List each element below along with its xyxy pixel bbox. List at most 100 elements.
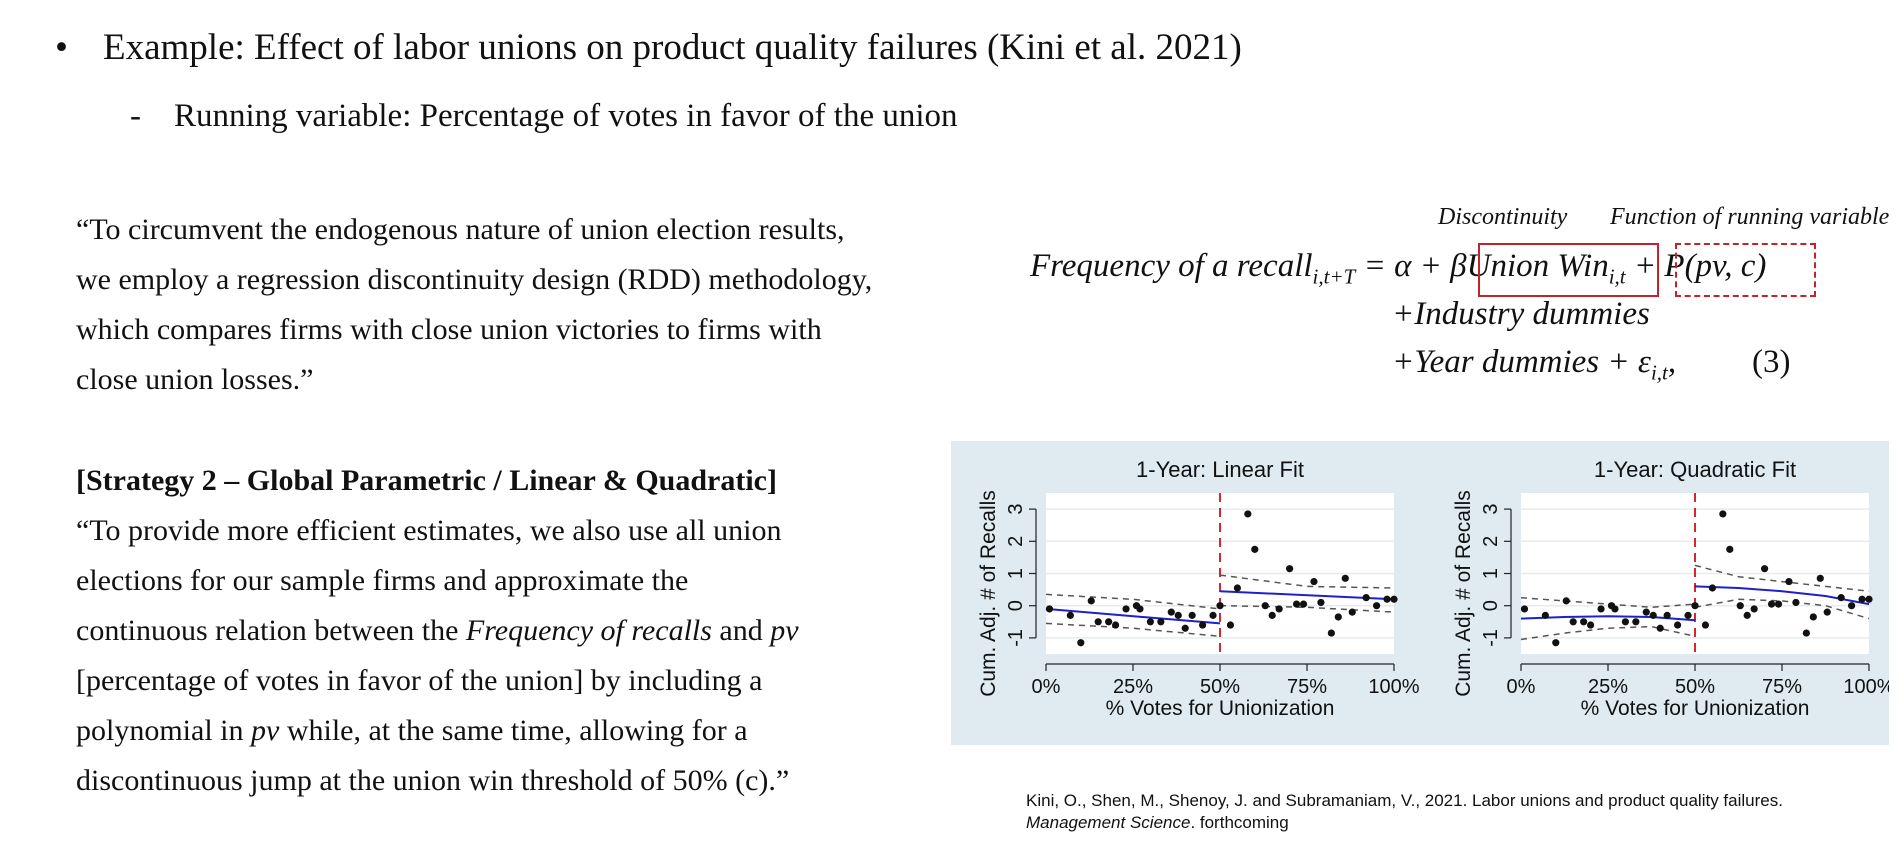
discontinuity-box	[1478, 243, 1659, 297]
data-point	[1390, 595, 1398, 603]
data-point	[1802, 629, 1810, 637]
quote-line: polynomial in pv while, at the same time…	[76, 706, 876, 756]
x-axis-label: % Votes for Unionization	[1106, 697, 1335, 720]
data-point	[1181, 624, 1189, 632]
data-point	[1157, 618, 1165, 626]
y-axis-label: Cum. Adj. # of Recalls	[977, 490, 1000, 697]
data-point	[1701, 621, 1710, 629]
strategy-quote: “To provide more efficient estimates, we…	[76, 506, 876, 806]
data-point	[1199, 621, 1207, 629]
data-point	[1292, 600, 1301, 608]
y-tick-label: 3	[1480, 504, 1502, 515]
confidence-band	[1520, 596, 1696, 609]
eq-sub: i,t	[1608, 264, 1626, 289]
data-point	[1373, 602, 1381, 610]
data-point	[1136, 605, 1144, 613]
data-point	[1209, 611, 1217, 619]
equation-line-3: +Year dummies + εi,t,	[1392, 344, 1676, 386]
data-point	[1286, 565, 1294, 573]
running-variable-box	[1675, 243, 1816, 297]
discontinuity-label: Discontinuity	[1438, 204, 1568, 230]
data-point	[1541, 611, 1549, 619]
x-tick-label: 50%	[1200, 676, 1240, 698]
data-point	[1261, 602, 1269, 610]
data-point	[1719, 510, 1727, 518]
citation: Kini, O., Shen, M., Shenoy, J. and Subra…	[1026, 790, 1783, 834]
data-point	[1656, 624, 1664, 632]
data-point	[1587, 621, 1595, 629]
eq-p-term: P(pv, c)	[1664, 248, 1767, 284]
quote-text: polynomial in	[76, 714, 251, 747]
y-tick-label: 1	[1005, 568, 1027, 579]
y-tick-label: 0	[1480, 600, 1502, 611]
data-point	[1663, 611, 1671, 619]
data-point	[1174, 611, 1182, 619]
x-tick-label: 0%	[1507, 676, 1536, 698]
data-point	[1268, 611, 1276, 619]
x-tick-label: 75%	[1762, 676, 1802, 698]
data-point	[1562, 597, 1570, 605]
x-tick-label: 100%	[1843, 676, 1889, 698]
confidence-band	[1219, 574, 1395, 589]
data-point	[1094, 618, 1102, 626]
x-tick-label: 25%	[1588, 676, 1628, 698]
data-point	[1167, 608, 1175, 616]
data-point	[1299, 600, 1308, 608]
data-point	[1233, 584, 1241, 592]
confidence-band	[1520, 625, 1696, 641]
bullet-sub-text: Running variable: Percentage of votes in…	[174, 98, 958, 134]
citation-line: Kini, O., Shen, M., Shenoy, J. and Subra…	[1026, 791, 1783, 810]
data-point	[1823, 608, 1831, 616]
x-tick-label: 25%	[1113, 676, 1153, 698]
y-tick-label: -1	[1480, 629, 1502, 647]
eq-sub: i,t+T	[1312, 264, 1356, 289]
x-tick-label: 75%	[1287, 676, 1327, 698]
y-tick-label: 2	[1480, 536, 1502, 547]
data-point	[1858, 595, 1866, 603]
quote-italic: pv	[251, 714, 280, 747]
x-tick-label: 50%	[1675, 676, 1715, 698]
data-point	[1112, 621, 1120, 629]
confidence-band	[1045, 622, 1221, 638]
data-point	[1848, 602, 1856, 610]
data-point	[1569, 618, 1577, 626]
data-point	[1785, 577, 1793, 586]
data-point	[1362, 594, 1370, 602]
data-point	[1348, 608, 1356, 616]
data-point	[1837, 594, 1845, 602]
x-tick-label: 0%	[1032, 676, 1061, 698]
fit-line	[1045, 607, 1221, 625]
citation-journal: Management Science	[1026, 813, 1191, 832]
citation-rest: . forthcoming	[1190, 813, 1289, 832]
quote-italic: Frequency of recalls	[465, 614, 712, 647]
equation-number: (3)	[1752, 344, 1791, 380]
y-tick-label: -1	[1005, 629, 1027, 647]
equation-line-2: +Industry dummies	[1392, 296, 1650, 332]
quote-text: and	[711, 614, 771, 647]
y-axis-label: Cum. Adj. # of Recalls	[1452, 490, 1475, 697]
data-point	[1691, 602, 1699, 610]
data-point	[1244, 510, 1252, 518]
data-point	[1865, 595, 1873, 603]
data-point	[1275, 605, 1283, 613]
data-point	[1327, 629, 1335, 637]
data-point	[1611, 605, 1619, 613]
confidence-band	[1219, 604, 1395, 613]
data-point	[1341, 574, 1349, 582]
quote-italic: pv	[770, 614, 799, 647]
data-point	[1580, 618, 1588, 626]
bullet-dash: -	[130, 98, 141, 134]
data-point	[1334, 613, 1342, 621]
chart-title: 1-Year: Quadratic Fit	[1594, 457, 1796, 482]
data-point	[1310, 577, 1318, 586]
y-tick-label: 1	[1480, 568, 1502, 579]
data-point	[1684, 611, 1692, 619]
citation-line: Management Science. forthcoming	[1026, 812, 1783, 834]
chart-title: 1-Year: Linear Fit	[1136, 457, 1304, 482]
data-point	[1792, 598, 1800, 607]
bullet-main-text: Example: Effect of labor unions on produ…	[103, 27, 1242, 68]
confidence-band	[1694, 598, 1870, 620]
x-axis-label: % Votes for Unionization	[1581, 697, 1810, 720]
y-tick-label: 0	[1005, 600, 1027, 611]
y-tick-label: 3	[1005, 504, 1027, 515]
